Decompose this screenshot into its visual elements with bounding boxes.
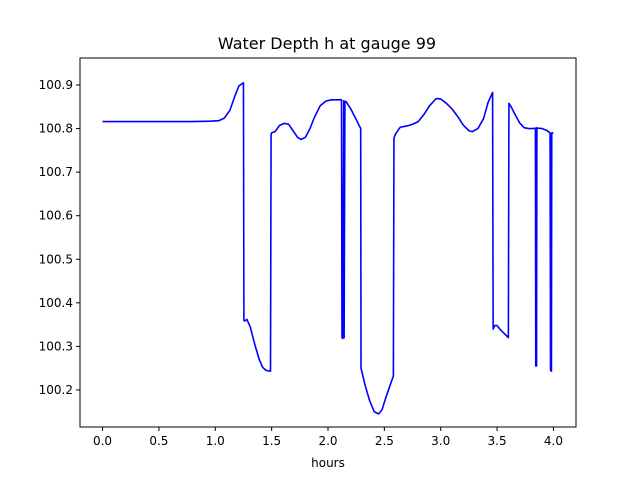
- series-line: [102, 82, 554, 415]
- x-axis-label: hours: [311, 456, 345, 470]
- plot-area: [79, 57, 577, 428]
- x-tick-label: 2.5: [375, 434, 394, 448]
- x-tick-label: 4.0: [544, 434, 563, 448]
- chart-title: Water Depth h at gauge 99: [218, 34, 436, 53]
- x-tick-label: 0.5: [149, 434, 168, 448]
- y-tick-label: 100.3: [39, 339, 73, 353]
- x-tick-label: 1.5: [262, 434, 281, 448]
- y-tick-label: 100.2: [39, 383, 73, 397]
- y-tick-label: 100.8: [39, 122, 73, 136]
- y-tick-label: 100.6: [39, 209, 73, 223]
- y-tick-label: 100.4: [39, 296, 73, 310]
- x-tick-label: 1.0: [206, 434, 225, 448]
- x-tick-label: 3.0: [431, 434, 450, 448]
- x-tick-label: 3.5: [488, 434, 507, 448]
- x-tick-label: 0.0: [93, 434, 112, 448]
- y-tick-label: 100.5: [39, 252, 73, 266]
- y-axis: 100.2 100.3 100.4 100.5 100.6 100.7 100.8 100.9: [39, 78, 80, 397]
- y-tick-label: 100.9: [39, 78, 73, 92]
- x-axis: 0.0 0.5 1.0 1.5 2.0 2.5 3.0 3.5 4.0: [93, 427, 563, 448]
- y-tick-label: 100.7: [39, 165, 73, 179]
- x-tick-label: 2.0: [318, 434, 337, 448]
